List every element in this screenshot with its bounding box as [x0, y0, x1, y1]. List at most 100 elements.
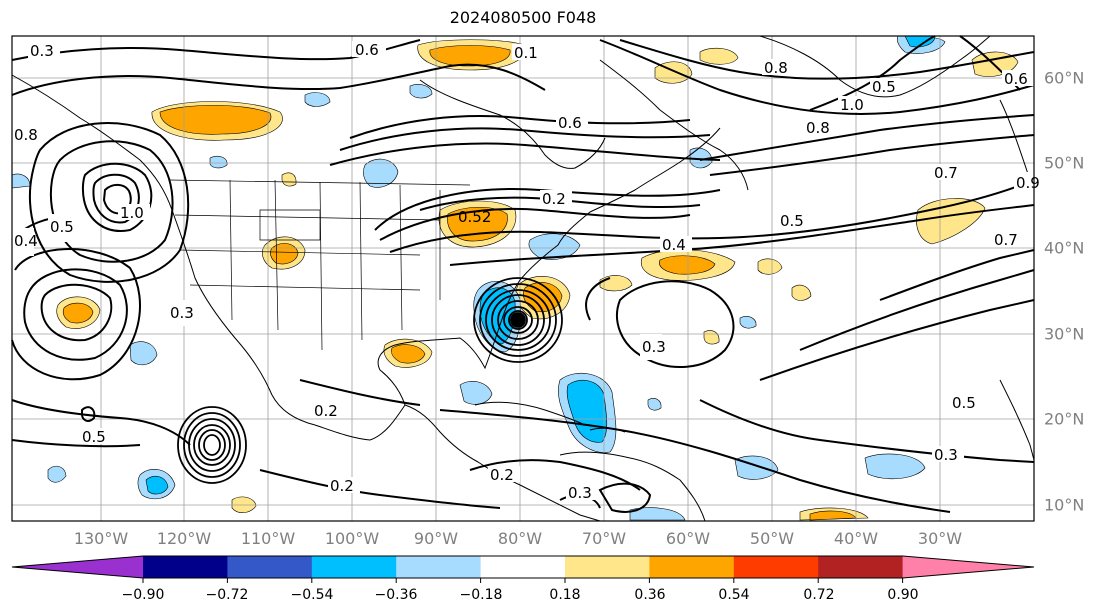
colorbar-segment [143, 556, 228, 578]
contour-label: 0.3 [934, 446, 958, 464]
shade-positive [791, 284, 812, 301]
shade-negative [629, 507, 686, 521]
contour-label: 1.0 [120, 204, 144, 222]
contour-line [23, 268, 128, 361]
colorbar-segment [396, 556, 482, 578]
contour-line [11, 248, 141, 381]
contour-line [439, 409, 951, 513]
contour-label: 0.8 [14, 126, 38, 144]
contour-line [11, 399, 191, 446]
contour-label: 0.6 [1004, 70, 1028, 88]
contour-line [28, 122, 190, 283]
contour-line [759, 299, 1035, 381]
contour-ring [183, 412, 241, 478]
contour-line [449, 204, 1035, 266]
shade-negative [647, 398, 662, 411]
contour-line [389, 179, 1035, 253]
contour-label: 1.0 [840, 96, 864, 114]
contour-label: 0.8 [806, 119, 830, 137]
longitude-label: 60°W [665, 529, 711, 548]
contour-ring [193, 424, 231, 466]
coastline-labrador [599, 59, 749, 191]
coastline-greenland [759, 35, 991, 98]
contour-label: 0.6 [355, 41, 379, 59]
contour-label: 0.5 [872, 78, 896, 96]
contour-label: 0.52 [458, 208, 491, 226]
coastline-south-america [559, 451, 706, 522]
low-east-coast [473, 277, 563, 363]
longitude-label: 120°W [156, 529, 212, 548]
contour-labels: 0.6 0.1 0.8 0.6 0.5 1.0 0.8 0.7 0.9 0.5 … [12, 41, 1040, 502]
latitude-label: 50°N [1044, 153, 1085, 173]
contour-ring [203, 434, 221, 456]
contour-line [598, 482, 652, 513]
contour-line [469, 459, 641, 491]
longitude-label: 110°W [240, 529, 296, 548]
contour-line [329, 142, 721, 166]
colorbar-tick-label: 0.36 [634, 587, 666, 603]
contour-label: 0.3 [170, 304, 194, 322]
shade-negative [739, 316, 757, 329]
contour-line [339, 127, 711, 151]
contour-ring [198, 429, 226, 461]
colorbar-tick-label: −0.36 [374, 587, 418, 603]
contour-label: 0.2 [490, 466, 514, 484]
colorbar-segment [480, 556, 566, 578]
contour-ring [188, 418, 236, 472]
shade-negative [129, 341, 158, 366]
contour-label: 0.8 [764, 59, 788, 77]
contour-line [259, 469, 501, 509]
contour-ring [491, 294, 545, 346]
colorbar-extend-max [902, 556, 1034, 578]
coastline-cuba [474, 401, 586, 426]
colorbar [11, 555, 1035, 583]
contour-label: 0.2 [330, 477, 354, 495]
contour-label: 0.5 [82, 428, 106, 446]
shade-positive [659, 255, 716, 275]
shade-negative [409, 84, 433, 99]
longitude-label: 90°W [413, 529, 459, 548]
contour-line [40, 283, 113, 342]
colorbar-tick-label: −0.90 [121, 587, 165, 603]
contour-line [81, 162, 153, 232]
coastline-mexico-gulf [314, 127, 721, 441]
shade-negative [363, 158, 399, 188]
map-title: 2024080500 F048 [449, 8, 597, 27]
contour-label: 0.4 [14, 232, 38, 250]
contour-ring [485, 289, 551, 351]
shade-positive [699, 47, 739, 65]
shade-positive [270, 243, 299, 265]
contour-ring [473, 277, 563, 363]
colorbar-extend-min [12, 556, 143, 578]
contour-line [11, 439, 141, 448]
low-eastern-pacific [177, 406, 247, 484]
colorbar-segment [818, 556, 904, 578]
shade-positive [281, 172, 297, 187]
latitude-label: 30°N [1044, 324, 1085, 344]
contour-ring [479, 283, 557, 357]
contour-label: 0.2 [542, 190, 566, 208]
shade-positive [159, 105, 272, 135]
shade-positive [757, 258, 783, 275]
colorbar-tick-label: −0.18 [459, 587, 503, 603]
contour-label: 0.7 [934, 164, 958, 182]
contour-line [379, 207, 691, 241]
contour-line [11, 63, 546, 96]
shade-negative [459, 381, 493, 405]
coastlines [11, 35, 1035, 522]
longitude-label: 40°W [833, 529, 879, 548]
contour-label: 0.5 [50, 218, 74, 236]
contour-line [879, 249, 1035, 301]
shade-negative [528, 233, 581, 260]
contour-line [585, 277, 611, 321]
colorbar-tick-label: 0.18 [549, 587, 581, 603]
coastline-central-america [404, 404, 601, 522]
low-center [510, 312, 526, 328]
contour-line [699, 114, 1035, 161]
colorbar-segment [227, 556, 313, 578]
contour-line [599, 39, 1035, 115]
contour-line [616, 280, 735, 368]
shade-positive [391, 344, 426, 364]
contour-ring [508, 310, 528, 330]
longitude-label: 70°W [581, 529, 627, 548]
